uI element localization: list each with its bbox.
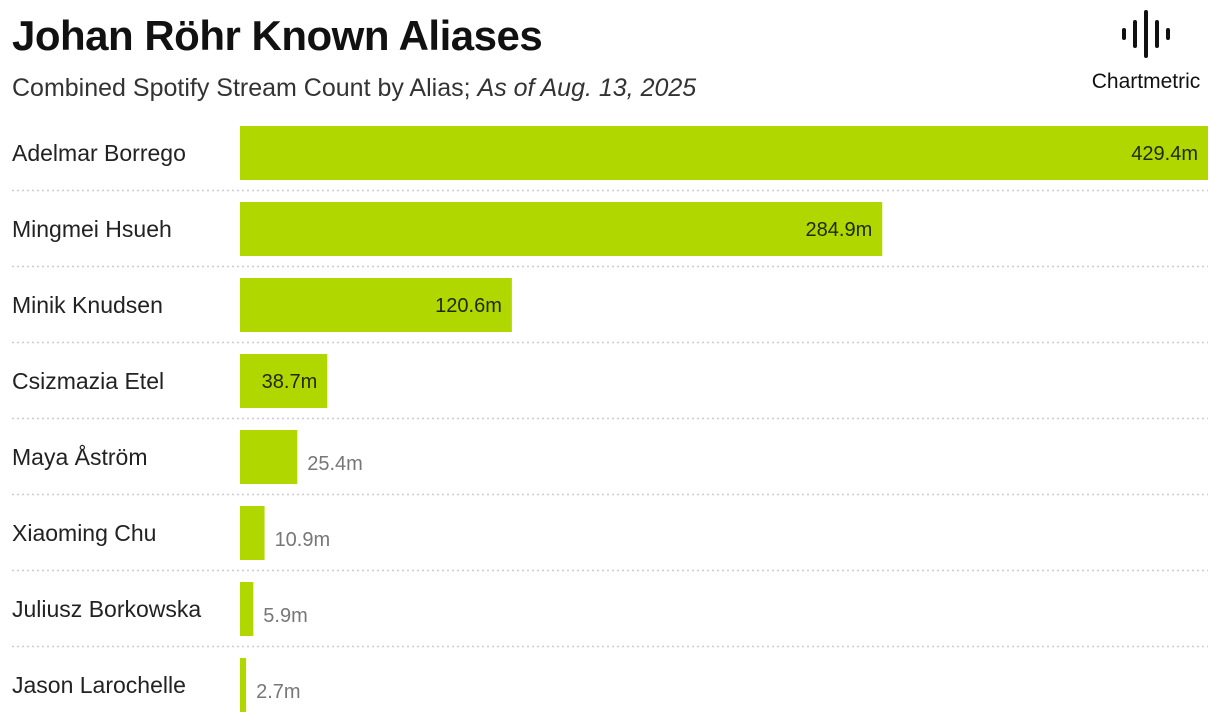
value-label: 120.6m [435,295,502,317]
bar [240,430,298,484]
bar [240,278,512,332]
value-label: 38.7m [262,371,318,393]
subtitle-date: As of Aug. 13, 2025 [477,74,697,102]
value-label: 284.9m [806,219,873,241]
value-label: 5.9m [263,605,307,627]
category-label: Mingmei Hsueh [12,216,172,242]
bar [240,354,328,408]
category-label: Maya Åström [12,443,147,470]
value-label: 10.9m [275,529,331,551]
category-label: Csizmazia Etel [12,368,164,394]
logo-text: Chartmetric [1091,70,1201,93]
category-label: Jason Larochelle [12,672,186,698]
value-label: 25.4m [307,453,363,475]
bar [240,126,1208,180]
waveform-icon [1122,10,1170,58]
bar [240,506,265,560]
value-label: 2.7m [256,681,300,703]
chartmetric-logo: Chartmetric [1078,8,1218,98]
bar [240,582,254,636]
chart-title: Johan Röhr Known Aliases [12,12,543,59]
category-label: Xiaoming Chu [12,520,156,546]
category-label: Minik Knudsen [12,292,163,318]
bar [240,202,883,256]
category-label: Adelmar Borrego [12,140,186,166]
chart-subtitle: Combined Spotify Stream Count by Alias; … [12,74,696,103]
value-label: 429.4m [1131,143,1198,165]
bar [240,658,247,712]
category-label: Juliusz Borkowska [12,596,201,622]
subtitle-main: Combined Spotify Stream Count by Alias; [12,74,471,102]
